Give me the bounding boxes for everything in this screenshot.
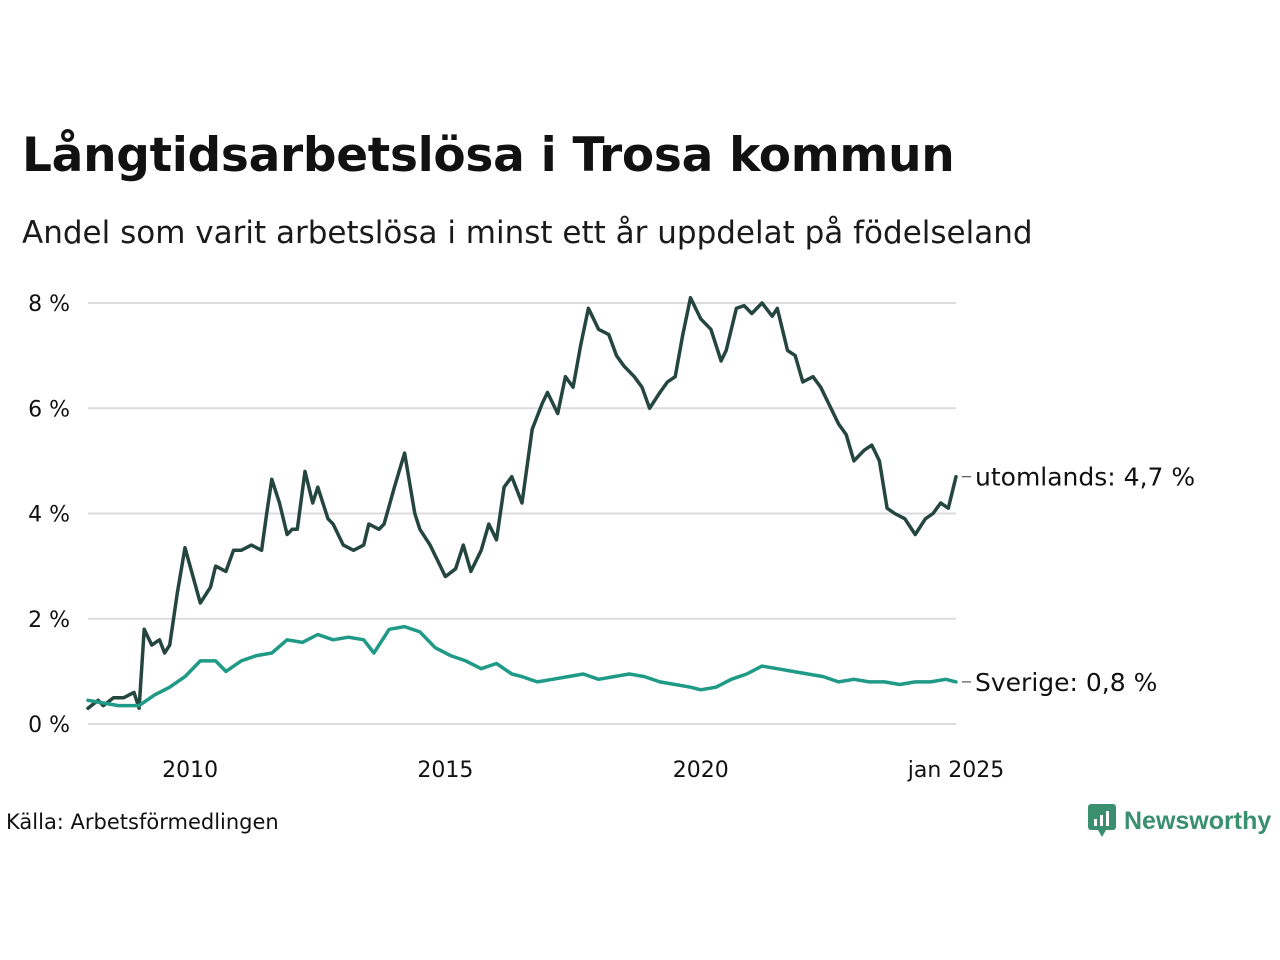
brand-name: Newsworthy [1124, 806, 1272, 835]
x-axis-ticks: 2010 2015 2020 jan 2025 [162, 758, 1004, 783]
chart-subtitle: Andel som varit arbetslösa i minst ett å… [22, 215, 1033, 251]
y-axis-ticks: 0 % 2 % 4 % 6 % 8 % [28, 292, 70, 738]
y-tick-label: 8 % [28, 292, 70, 317]
gridlines [88, 302, 956, 725]
x-tick-label: 2020 [673, 758, 729, 783]
series-line-sverige [86, 624, 958, 708]
end-label-utomlands: utomlands: 4,7 % [975, 463, 1195, 492]
source-credit: Källa: Arbetsförmedlingen [6, 810, 279, 834]
series-end-labels: utomlands: 4,7 % Sverige: 0,8 % [962, 463, 1195, 697]
y-tick-label: 4 % [28, 503, 70, 528]
series-lines [86, 295, 958, 710]
y-tick-label: 6 % [28, 397, 70, 422]
x-tick-label: jan 2025 [907, 758, 1005, 783]
x-tick-label: 2010 [162, 758, 218, 783]
series-line-utomlands [86, 295, 958, 710]
chart-title: Långtidsarbetslösa i Trosa kommun [22, 128, 955, 183]
newsworthy-logo-icon [1088, 804, 1116, 837]
x-tick-label: 2015 [417, 758, 473, 783]
brand-logo: Newsworthy [1088, 804, 1271, 838]
y-tick-label: 0 % [28, 713, 70, 738]
end-label-sverige: Sverige: 0,8 % [975, 668, 1157, 697]
y-tick-label: 2 % [28, 608, 70, 633]
